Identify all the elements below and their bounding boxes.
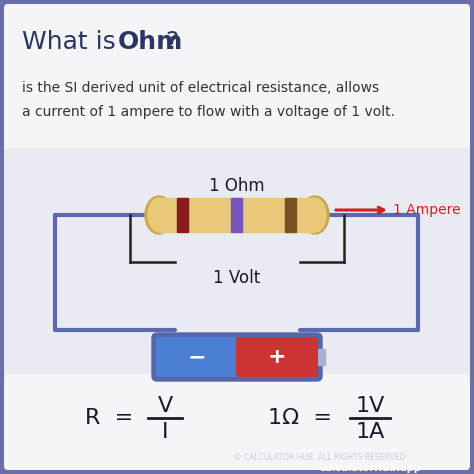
- Text: 1Ω  =: 1Ω =: [268, 408, 332, 428]
- Bar: [231, 198, 242, 232]
- Text: is the SI derived unit of electrical resistance, allows: is the SI derived unit of electrical res…: [22, 81, 379, 95]
- Text: I: I: [162, 422, 168, 442]
- Text: a current of 1 ampere to flow with a voltage of 1 volt.: a current of 1 ampere to flow with a vol…: [22, 105, 395, 119]
- Ellipse shape: [145, 196, 173, 234]
- Text: 1A: 1A: [356, 422, 385, 442]
- Text: CalculatorHub.app: CalculatorHub.app: [319, 463, 421, 473]
- Text: 1 Ohm: 1 Ohm: [209, 177, 265, 195]
- Ellipse shape: [301, 196, 329, 234]
- Ellipse shape: [304, 198, 326, 232]
- FancyBboxPatch shape: [4, 148, 470, 378]
- FancyBboxPatch shape: [4, 4, 470, 152]
- Text: 1 Volt: 1 Volt: [213, 269, 261, 287]
- Text: 1 Ampere: 1 Ampere: [393, 203, 461, 217]
- FancyBboxPatch shape: [156, 337, 238, 377]
- Text: −: −: [188, 347, 206, 367]
- Text: What is: What is: [22, 30, 124, 54]
- Text: ?: ?: [165, 30, 178, 54]
- Text: V: V: [157, 396, 173, 416]
- Text: Ohm: Ohm: [118, 30, 183, 54]
- Text: 1V: 1V: [356, 396, 385, 416]
- Bar: [239, 340, 245, 374]
- Text: +: +: [268, 347, 286, 367]
- FancyBboxPatch shape: [236, 337, 318, 377]
- Text: R  =: R =: [85, 408, 133, 428]
- FancyBboxPatch shape: [152, 333, 322, 381]
- Text: © CALCULATOR HUB. ALL RIGHTS RESERVED: © CALCULATOR HUB. ALL RIGHTS RESERVED: [234, 454, 406, 463]
- Bar: [318, 349, 325, 365]
- Ellipse shape: [148, 198, 170, 232]
- Bar: [237, 340, 313, 374]
- Bar: [159, 198, 315, 232]
- Bar: [177, 198, 188, 232]
- FancyBboxPatch shape: [4, 374, 470, 470]
- Bar: [285, 198, 296, 232]
